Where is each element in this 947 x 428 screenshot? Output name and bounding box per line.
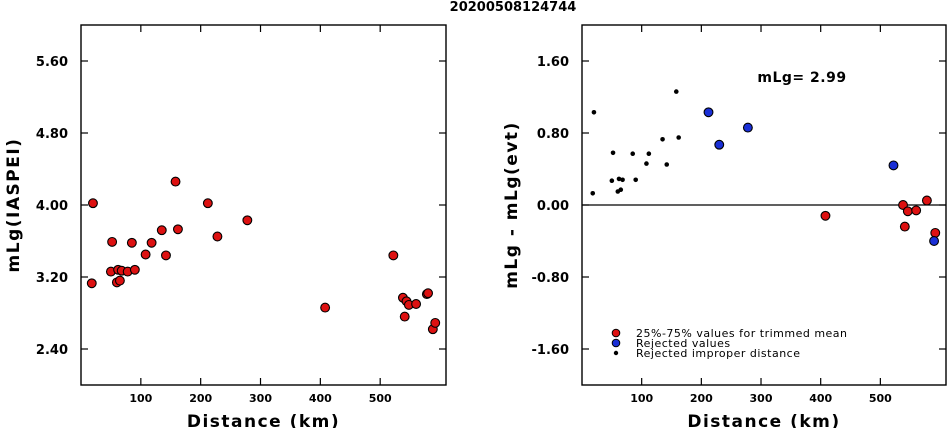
data-point: [921, 195, 932, 206]
x-tick-label: 300: [750, 392, 773, 405]
data-point: [430, 317, 441, 328]
rejected-value-point: [888, 160, 899, 171]
rejected-distance-dot: [609, 178, 615, 183]
data-points: [590, 89, 941, 246]
rejected-distance-dot: [633, 177, 639, 183]
y-tick-label: -0.80: [532, 271, 569, 286]
data-point: [242, 215, 253, 226]
y-tick-label: 3.20: [36, 271, 68, 286]
page-title: 20200508124744: [450, 0, 577, 15]
magnitude-vs-distance-chart: 2.40 3.20 4.00 4.80 5.60 100 200 300 400 500 Dista…: [4, 24, 447, 428]
legend-marker: [611, 328, 621, 338]
rejected-distance-dot: [616, 176, 622, 182]
rejected-distance-dot: [646, 151, 652, 156]
trimmed-mean-annotation: mLg= 2.99: [757, 70, 846, 86]
data-point: [172, 224, 183, 235]
y-tick-label: -1.60: [532, 343, 569, 358]
rejected-distance-dot: [676, 135, 681, 140]
rejected-distance-dot: [591, 110, 597, 115]
x-axis-label: Distance (km): [187, 412, 340, 428]
plot-frame: [581, 24, 947, 386]
legend-marker: [613, 350, 619, 356]
data-point: [88, 198, 98, 209]
y-tick-label: 1.60: [537, 55, 569, 70]
y-tick-label: 4.80: [36, 127, 68, 142]
data-point: [202, 198, 213, 209]
y-tick-label: 5.60: [36, 55, 68, 70]
rejected-distance-dot: [610, 150, 616, 156]
rejected-distance-dot: [620, 177, 625, 183]
x-tick-label: 500: [369, 392, 392, 405]
data-point: [170, 176, 181, 187]
x-tick-label: 200: [189, 392, 212, 405]
data-point: [146, 237, 157, 248]
y-tick-label: 2.40: [36, 343, 68, 358]
rejected-value-point: [929, 236, 940, 246]
rejected-distance-dot: [590, 191, 596, 196]
data-point: [161, 250, 171, 261]
data-point: [930, 227, 941, 238]
x-tick-label: 400: [309, 392, 332, 405]
rejected-distance-dot: [644, 161, 649, 166]
rejected-distance-dot: [618, 187, 624, 192]
y-tick-label: 4.00: [36, 199, 68, 214]
rejected-value-point: [703, 107, 714, 118]
residual-vs-distance-chart: -1.60 -0.80 0.00 0.80 1.60 100 200 300 400 500 Dis…: [502, 24, 947, 428]
legend-entry: Rejected improper distance: [636, 347, 801, 360]
data-point: [911, 205, 922, 216]
legend-entry: Rejected values: [636, 337, 731, 350]
legend: 25%-75% values for trimmed meanRejected …: [611, 327, 848, 360]
y-axis-label: mLg(IASPEI): [4, 138, 24, 273]
rejected-distance-dot: [660, 137, 665, 142]
data-point: [423, 288, 433, 299]
data-point: [899, 221, 910, 232]
rejected-value-point: [714, 139, 725, 150]
x-axis-label: Distance (km): [687, 412, 840, 428]
y-tick-label: 0.00: [537, 199, 569, 214]
x-tick-label: 100: [630, 392, 653, 405]
data-point: [86, 278, 97, 289]
data-point: [399, 311, 410, 322]
x-tick-label: 100: [129, 392, 152, 405]
data-point: [320, 302, 331, 313]
y-tick-label: 0.80: [537, 127, 569, 142]
data-point: [107, 236, 118, 247]
data-point: [156, 225, 167, 236]
plot-frame: [80, 24, 447, 386]
data-point: [129, 264, 140, 275]
y-axis-label: mLg - mLg(evt): [502, 121, 522, 289]
data-point: [411, 299, 422, 309]
rejected-value-point: [742, 122, 753, 133]
rejected-distance-dot: [664, 162, 670, 167]
legend-entry: 25%-75% values for trimmed mean: [636, 327, 848, 340]
x-tick-label: 500: [869, 392, 892, 405]
x-tick-label: 200: [690, 392, 713, 405]
x-tick-label: 300: [249, 392, 272, 405]
rejected-distance-dot: [673, 89, 679, 94]
legend-marker: [611, 338, 621, 348]
data-point: [388, 250, 399, 261]
data-point: [212, 231, 223, 242]
rejected-distance-dot: [630, 151, 636, 156]
data-point: [126, 237, 137, 248]
data-point: [114, 275, 125, 286]
x-tick-label: 400: [809, 392, 832, 405]
data-point: [902, 206, 913, 217]
data-points: [86, 176, 441, 335]
data-point: [140, 249, 151, 260]
data-point: [820, 210, 831, 221]
